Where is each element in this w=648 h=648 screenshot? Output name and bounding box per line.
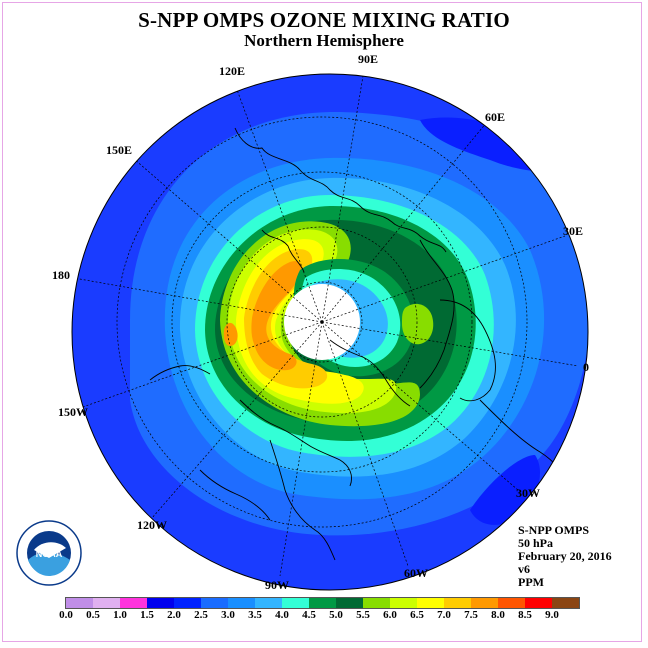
logo-text: NOAA (36, 549, 63, 559)
map-title: S-NPP OMPS OZONE MIXING RATIO (138, 8, 510, 32)
colorbar-swatch (201, 598, 228, 608)
lon-label-180: 180 (52, 268, 70, 282)
colorbar-swatch (552, 598, 579, 608)
map-subtitle: Northern Hemisphere (244, 31, 404, 50)
colorbar-swatch (309, 598, 336, 608)
colorbar-swatch (255, 598, 282, 608)
colorbar-tick-label: 0.0 (59, 609, 73, 621)
colorbar-tick-label: 4.5 (302, 609, 316, 621)
info-level: 50 hPa (518, 536, 554, 550)
noaa-logo-icon: NOAA (16, 520, 82, 586)
colorbar-swatch (174, 598, 201, 608)
colorbar-tick-label: 3.5 (248, 609, 262, 621)
colorbar-tick-label: 2.5 (194, 609, 208, 621)
colorbar-swatch (120, 598, 147, 608)
info-version: v6 (518, 562, 530, 576)
colorbar-swatch (471, 598, 498, 608)
lon-label-90w: 90W (265, 578, 289, 592)
colorbar-swatch (66, 598, 93, 608)
info-date: February 20, 2016 (518, 549, 612, 563)
colorbar-tick-label: 8.5 (518, 609, 532, 621)
colorbar-tick-label: 8.0 (491, 609, 505, 621)
colorbar-swatch (498, 598, 525, 608)
colorbar-tick-label: 4.0 (275, 609, 289, 621)
lon-label-150e: 150E (106, 143, 133, 157)
colorbar-tick-label: 7.5 (464, 609, 478, 621)
colorbar-swatch (417, 598, 444, 608)
colorbar-swatch (93, 598, 120, 608)
colorbar-swatch (336, 598, 363, 608)
colorbar-swatch (228, 598, 255, 608)
lon-label-150w: 150W (58, 405, 88, 419)
colorbar-tick-label: 6.5 (410, 609, 424, 621)
green-patch-east (402, 303, 434, 345)
colorbar-swatch (390, 598, 417, 608)
colorbar-tick-label: 6.0 (383, 609, 397, 621)
lon-label-60e: 60E (485, 110, 506, 124)
colorbar-tick-label: 1.0 (113, 609, 127, 621)
colorbar-tick-label: 2.0 (167, 609, 181, 621)
graticule (73, 74, 579, 577)
ozone-field (72, 74, 588, 590)
lon-label-30w: 30W (516, 486, 540, 500)
colorbar-swatch (525, 598, 552, 608)
colorbar-swatch (363, 598, 390, 608)
lon-label-60w: 60W (404, 566, 428, 580)
lon-label-30e: 30E (563, 224, 584, 238)
lon-label-0: 0 (583, 360, 589, 374)
colorbar-tick-label: 3.0 (221, 609, 235, 621)
product-info: S-NPP OMPS 50 hPa February 20, 2016 v6 P… (518, 524, 612, 589)
colorbar-tick-label: 5.0 (329, 609, 343, 621)
coastlines (149, 127, 573, 561)
plot-frame (2, 2, 642, 642)
colorbar-tick-label: 1.5 (140, 609, 154, 621)
lon-label-120e: 120E (219, 64, 246, 78)
colorbar-swatch (147, 598, 174, 608)
colorbar-tick-label: 9.0 (545, 609, 559, 621)
colorbar (65, 597, 580, 609)
info-units: PPM (518, 575, 544, 589)
colorbar-swatch (282, 598, 309, 608)
info-instrument: S-NPP OMPS (518, 523, 589, 537)
map-boundary (71, 73, 589, 591)
lon-label-90e: 90E (358, 52, 379, 66)
colorbar-tick-label: 5.5 (356, 609, 370, 621)
contour-8.0-patch (223, 322, 238, 346)
colorbar-tick-label: 7.0 (437, 609, 451, 621)
colorbar-swatch (444, 598, 471, 608)
colorbar-tick-label: 0.5 (86, 609, 100, 621)
lon-label-120w: 120W (137, 518, 167, 532)
